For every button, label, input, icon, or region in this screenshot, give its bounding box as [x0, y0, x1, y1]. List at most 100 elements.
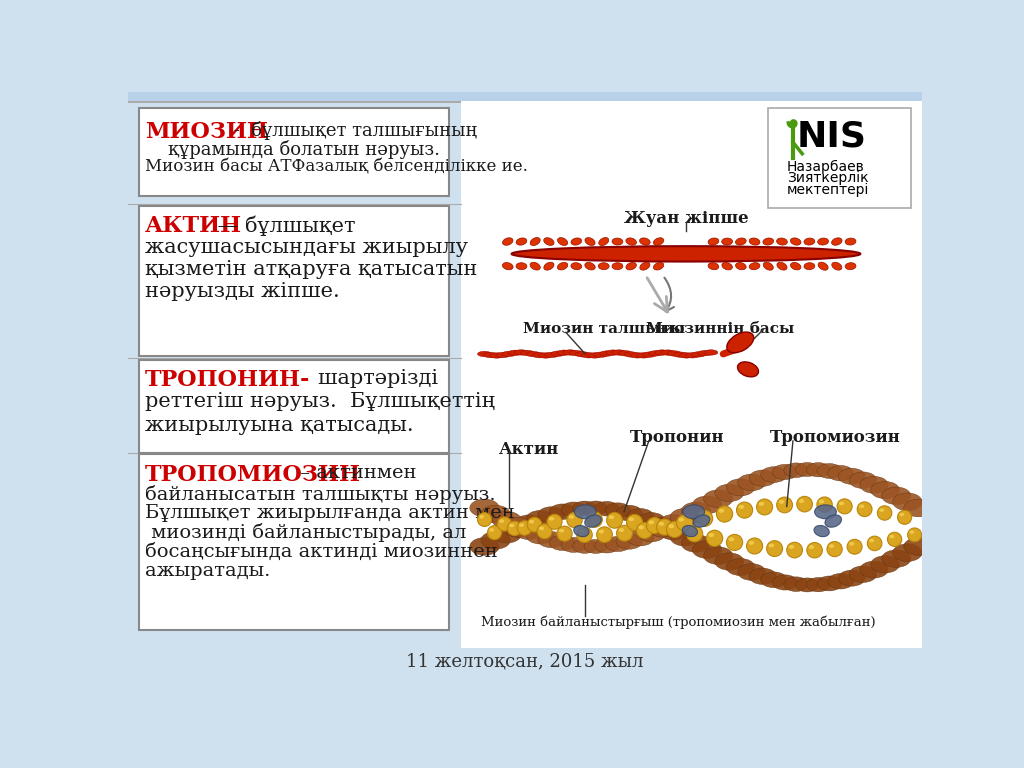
- Ellipse shape: [530, 263, 541, 270]
- Ellipse shape: [831, 238, 842, 245]
- Ellipse shape: [616, 534, 642, 549]
- Ellipse shape: [493, 511, 521, 529]
- Ellipse shape: [627, 508, 654, 525]
- Ellipse shape: [882, 487, 910, 505]
- Ellipse shape: [783, 463, 808, 478]
- Ellipse shape: [817, 497, 833, 512]
- Ellipse shape: [703, 349, 718, 355]
- Text: ТРОПОМИОЗИН: ТРОПОМИОЗИН: [145, 464, 361, 486]
- Ellipse shape: [529, 520, 535, 524]
- Ellipse shape: [681, 535, 711, 552]
- Ellipse shape: [776, 238, 787, 245]
- Ellipse shape: [899, 513, 904, 516]
- Ellipse shape: [648, 520, 677, 537]
- Ellipse shape: [582, 353, 596, 358]
- Ellipse shape: [489, 353, 504, 358]
- Ellipse shape: [681, 502, 711, 520]
- Ellipse shape: [827, 574, 854, 589]
- Ellipse shape: [547, 515, 562, 529]
- Ellipse shape: [517, 521, 531, 535]
- Ellipse shape: [544, 237, 554, 246]
- Ellipse shape: [487, 525, 502, 540]
- Text: Бұлшықет жиырылғанда актин мен: Бұлшықет жиырылғанда актин мен: [145, 504, 515, 522]
- Ellipse shape: [769, 544, 774, 548]
- Ellipse shape: [709, 533, 714, 537]
- Ellipse shape: [479, 515, 484, 518]
- Ellipse shape: [761, 572, 787, 588]
- Ellipse shape: [788, 545, 795, 549]
- Ellipse shape: [516, 263, 527, 270]
- Ellipse shape: [539, 527, 544, 530]
- Text: Тропомиозин: Тропомиозин: [770, 429, 900, 446]
- Ellipse shape: [670, 528, 699, 546]
- Ellipse shape: [819, 500, 824, 504]
- FancyBboxPatch shape: [461, 101, 922, 648]
- Ellipse shape: [878, 506, 892, 520]
- FancyBboxPatch shape: [128, 92, 922, 101]
- Ellipse shape: [585, 237, 595, 246]
- Ellipse shape: [595, 538, 620, 553]
- Ellipse shape: [507, 521, 522, 535]
- Ellipse shape: [538, 507, 564, 523]
- Ellipse shape: [708, 238, 719, 245]
- Ellipse shape: [526, 528, 554, 544]
- Ellipse shape: [804, 238, 815, 245]
- Ellipse shape: [605, 536, 631, 551]
- Ellipse shape: [606, 512, 623, 528]
- Text: — бұлшықет: — бұлшықет: [211, 215, 355, 236]
- Ellipse shape: [549, 517, 554, 521]
- Ellipse shape: [737, 362, 759, 377]
- Ellipse shape: [680, 353, 693, 358]
- Ellipse shape: [827, 541, 842, 557]
- Ellipse shape: [600, 351, 613, 356]
- Ellipse shape: [693, 515, 710, 527]
- Text: Миозин басы АТФазалық белсенділікке ие.: Миозин басы АТФазалық белсенділікке ие.: [145, 158, 528, 175]
- Ellipse shape: [767, 541, 782, 557]
- Ellipse shape: [646, 518, 663, 534]
- Ellipse shape: [503, 238, 513, 245]
- Ellipse shape: [563, 349, 578, 355]
- FancyBboxPatch shape: [139, 206, 449, 356]
- Ellipse shape: [588, 353, 602, 358]
- Ellipse shape: [574, 505, 596, 518]
- Ellipse shape: [589, 515, 594, 518]
- Ellipse shape: [659, 523, 688, 540]
- Ellipse shape: [648, 518, 677, 535]
- Ellipse shape: [544, 262, 554, 270]
- Ellipse shape: [831, 262, 842, 270]
- FancyBboxPatch shape: [768, 108, 910, 207]
- Ellipse shape: [470, 538, 500, 555]
- Ellipse shape: [573, 525, 589, 537]
- Ellipse shape: [674, 352, 687, 357]
- Ellipse shape: [827, 465, 854, 481]
- Ellipse shape: [587, 511, 602, 528]
- Ellipse shape: [481, 531, 510, 549]
- Ellipse shape: [572, 539, 597, 553]
- Ellipse shape: [526, 511, 554, 527]
- Ellipse shape: [898, 510, 911, 525]
- Ellipse shape: [550, 535, 575, 551]
- Ellipse shape: [572, 501, 597, 515]
- Ellipse shape: [625, 352, 638, 357]
- Ellipse shape: [719, 508, 724, 513]
- Text: АКТИН: АКТИН: [145, 215, 242, 237]
- Ellipse shape: [692, 541, 722, 558]
- Text: 11 желтоқсан, 2015 жыл: 11 желтоқсан, 2015 жыл: [407, 653, 643, 670]
- Ellipse shape: [859, 505, 864, 508]
- FancyBboxPatch shape: [139, 108, 449, 196]
- Ellipse shape: [815, 505, 837, 518]
- Ellipse shape: [477, 512, 492, 526]
- Ellipse shape: [691, 352, 706, 357]
- Ellipse shape: [778, 500, 784, 504]
- FancyBboxPatch shape: [128, 101, 922, 103]
- Ellipse shape: [738, 505, 744, 509]
- Ellipse shape: [726, 558, 755, 575]
- Ellipse shape: [806, 462, 830, 477]
- Ellipse shape: [489, 528, 495, 531]
- FancyBboxPatch shape: [139, 454, 449, 630]
- Ellipse shape: [772, 574, 798, 590]
- Ellipse shape: [594, 352, 607, 357]
- Ellipse shape: [845, 238, 856, 245]
- Ellipse shape: [597, 527, 612, 542]
- Ellipse shape: [616, 505, 642, 521]
